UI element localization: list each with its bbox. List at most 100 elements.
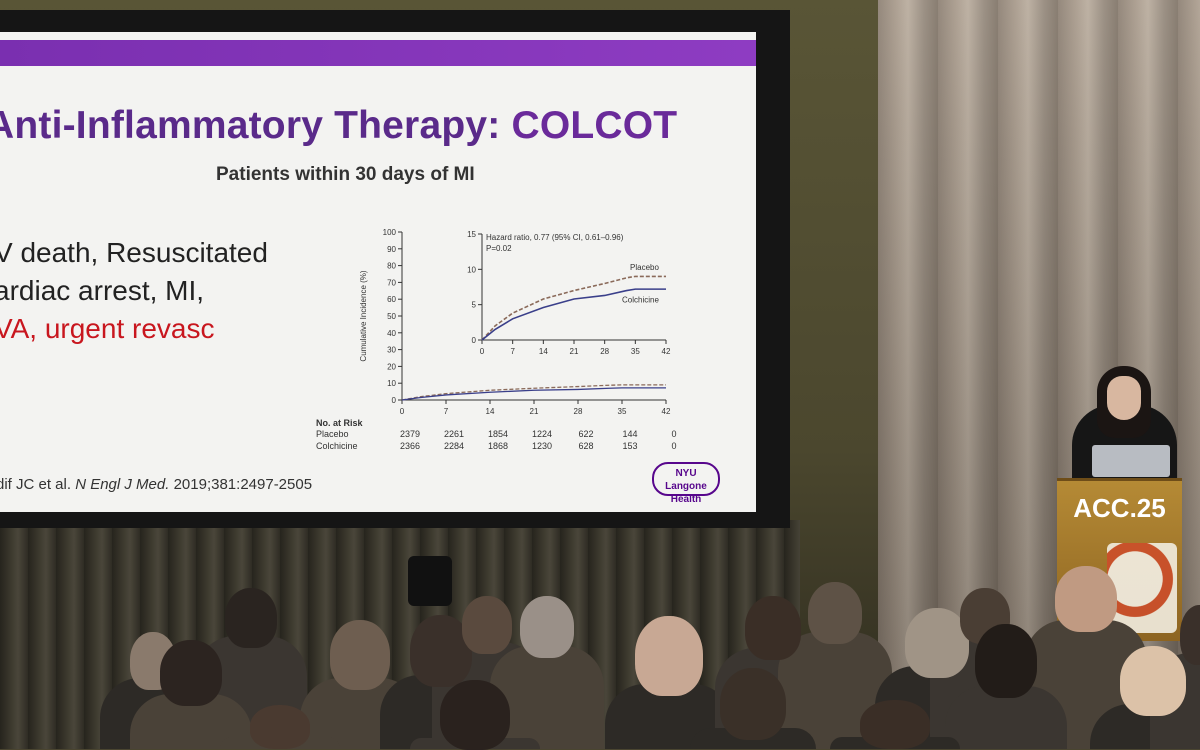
inset-x-tick-label: 7 xyxy=(510,347,515,356)
citation-suffix: 2019;381:2497-2505 xyxy=(169,476,313,493)
main-series-colchicine xyxy=(401,387,666,401)
logo-line-2: Health xyxy=(670,494,702,505)
y-tick-label: 10 xyxy=(387,379,396,388)
audience-member-head xyxy=(410,615,472,687)
inset-label-colchicine: Colchicine xyxy=(622,296,659,305)
y-tick-label: 100 xyxy=(383,228,397,237)
audience-member-head xyxy=(330,620,390,690)
inset-y-tick-label: 0 xyxy=(472,336,477,345)
y-axis-label: Cumulative Incidence (%) xyxy=(359,270,368,361)
y-tick-label: 80 xyxy=(387,262,396,271)
risk-cell: 0 xyxy=(671,428,677,439)
audience-member-head xyxy=(440,680,510,750)
x-tick-label: 28 xyxy=(574,407,583,416)
audience-member-head xyxy=(250,705,310,749)
risk-table: No. at Risk Placebo 2379 2261 1854 1224 622 14… xyxy=(316,418,696,452)
inset-x-tick-label: 0 xyxy=(480,347,485,356)
risk-cell: 1230 xyxy=(531,440,553,451)
slide-title-accent: COLCOT xyxy=(511,104,678,147)
y-tick-label: 20 xyxy=(387,362,396,371)
audience-member-head xyxy=(720,668,786,740)
x-axis-label: Months since Randomization xyxy=(475,420,593,422)
inset-background xyxy=(480,232,668,342)
risk-cell: 2261 xyxy=(443,428,465,439)
y-tick-label: 50 xyxy=(387,312,396,321)
inset-x-tick-label: 21 xyxy=(570,347,579,356)
endpoint-line-3: VA, urgent revasc xyxy=(0,313,215,344)
slide-title: Anti-Inflammatory Therapy: COLCOT xyxy=(0,104,677,148)
audience-member-head xyxy=(905,608,969,678)
audience-member-head xyxy=(745,596,801,660)
audience-member-head xyxy=(225,588,277,648)
audience-member-head xyxy=(1180,605,1200,665)
audience-member-head xyxy=(1120,646,1186,716)
endpoint-text: V death, Resuscitated ardiac arrest, MI,… xyxy=(0,234,268,348)
inset-x-tick-label: 14 xyxy=(539,347,548,356)
camera xyxy=(408,556,452,606)
audience-member-body xyxy=(490,646,604,749)
inset-y-tick-label: 5 xyxy=(472,301,477,310)
inset-y-tick-label: 10 xyxy=(467,265,476,274)
y-tick-label: 0 xyxy=(392,396,397,405)
risk-cell: 0 xyxy=(671,440,677,451)
risk-row-label: Placebo xyxy=(316,428,349,439)
y-tick-label: 70 xyxy=(387,278,396,287)
podium-label: ACC.25 xyxy=(1073,493,1166,523)
inset-series-colchicine xyxy=(481,288,666,341)
risk-table-grid: Placebo 2379 2261 1854 1224 622 144 0 Colchicine… xyxy=(316,428,696,452)
risk-row: Colchicine 2366 2284 1868 1230 628 153 0 xyxy=(316,440,696,452)
x-tick-label: 21 xyxy=(530,407,539,416)
main-series-placebo xyxy=(401,384,666,401)
laptop xyxy=(1092,445,1170,477)
risk-table-title: No. at Risk xyxy=(316,418,363,428)
citation-prefix: dif JC et al. xyxy=(0,476,76,493)
hazard-ratio-annotation: Hazard ratio, 0.77 (95% CI, 0.61–0.96) xyxy=(486,233,624,242)
citation-journal: N Engl J Med. xyxy=(75,476,170,493)
inset-y-tick-label: 15 xyxy=(467,230,476,239)
x-tick-label: 35 xyxy=(618,407,627,416)
citation: dif JC et al. N Engl J Med. 2019;381:249… xyxy=(0,476,312,493)
audience-member-head xyxy=(860,700,930,749)
audience-member-head xyxy=(635,616,703,696)
inset-x-tick-label: 42 xyxy=(662,347,671,356)
risk-cell: 1854 xyxy=(487,428,509,439)
y-tick-label: 90 xyxy=(387,245,396,254)
slide-subtitle: Patients within 30 days of MI xyxy=(216,164,475,185)
risk-row-label: Colchicine xyxy=(316,440,358,451)
risk-cell: 153 xyxy=(622,440,638,451)
nyu-langone-logo: NYU Langone Health xyxy=(652,462,720,505)
risk-cell: 1868 xyxy=(487,440,509,451)
slide-title-main: Anti-Inflammatory Therapy: xyxy=(0,104,512,147)
inset-x-tick-label: 28 xyxy=(600,347,609,356)
audience-member-head xyxy=(160,640,222,706)
audience-member-head xyxy=(1055,566,1117,632)
endpoint-line-1: V death, Resuscitated xyxy=(0,237,268,268)
x-tick-label: 7 xyxy=(444,407,449,416)
audience-member-head xyxy=(975,624,1037,698)
risk-cell: 628 xyxy=(578,440,594,451)
audience-member-head xyxy=(520,596,574,658)
risk-cell: 1224 xyxy=(531,428,553,439)
x-tick-label: 0 xyxy=(400,407,405,416)
y-tick-label: 60 xyxy=(387,295,396,304)
audience-member-head xyxy=(808,582,862,644)
speaker-face xyxy=(1107,376,1141,420)
audience-member-head xyxy=(462,596,512,654)
x-tick-label: 14 xyxy=(486,407,495,416)
risk-cell: 2379 xyxy=(399,428,421,439)
risk-row: Placebo 2379 2261 1854 1224 622 144 0 xyxy=(316,428,696,440)
inset-x-tick-label: 35 xyxy=(631,347,640,356)
p-value-annotation: P=0.02 xyxy=(486,244,512,253)
podium-graphic xyxy=(1107,543,1177,633)
y-tick-label: 30 xyxy=(387,346,396,355)
risk-cell: 144 xyxy=(622,428,638,439)
slide-header-bar xyxy=(0,40,756,66)
projection-screen: Anti-Inflammatory Therapy: COLCOT Patien… xyxy=(0,10,790,528)
y-tick-label: 40 xyxy=(387,329,396,338)
inset-label-placebo: Placebo xyxy=(630,263,659,272)
logo-line-1: NYU Langone xyxy=(665,468,707,492)
x-tick-label: 42 xyxy=(662,407,671,416)
presentation-slide: Anti-Inflammatory Therapy: COLCOT Patien… xyxy=(0,32,756,512)
inset-series-placebo xyxy=(481,275,666,341)
